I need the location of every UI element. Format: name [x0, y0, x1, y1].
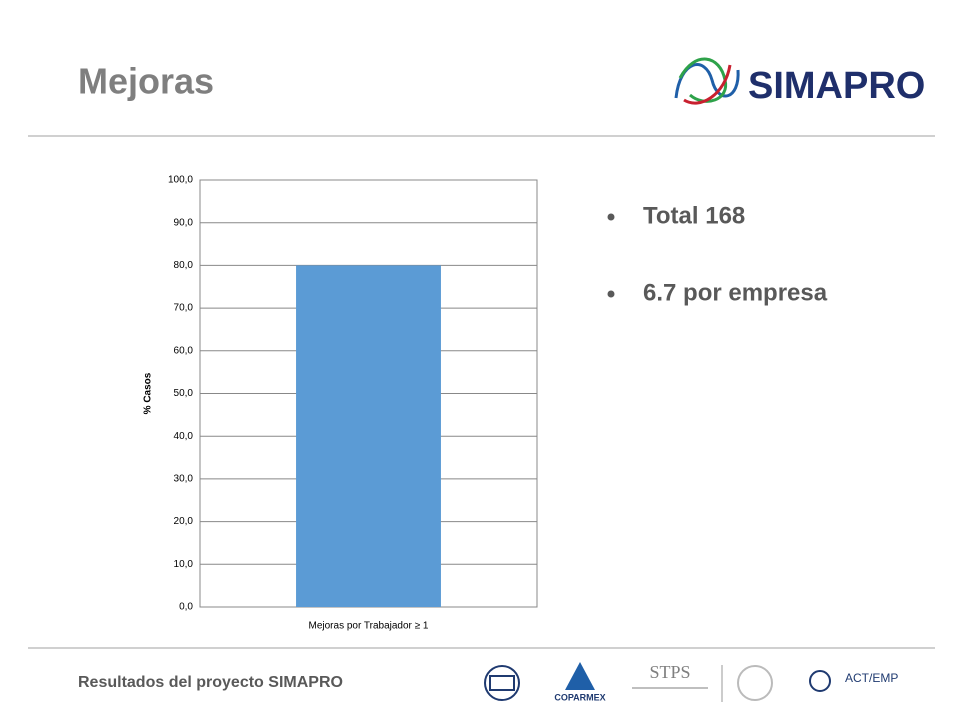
bullet-dot [607, 213, 615, 221]
bullet-dot [607, 290, 615, 298]
bullet: Total 168 [643, 202, 745, 229]
bullet: 6.7 por empresa [643, 279, 828, 306]
footer-text: Resultados del proyecto SIMAPRO [78, 674, 343, 691]
y-tick-label: 60,0 [174, 345, 194, 356]
slide-title: Mejoras [78, 61, 214, 102]
logo-text: SIMAPRO [748, 65, 925, 107]
footer-logo-text: COPARMEX [554, 692, 605, 702]
y-tick-label: 0,0 [179, 602, 193, 613]
bar [296, 265, 441, 607]
y-tick-label: 20,0 [174, 516, 194, 527]
y-tick-label: 10,0 [174, 559, 194, 570]
y-tick-label: 50,0 [174, 388, 194, 399]
y-tick-label: 90,0 [174, 217, 194, 228]
logo-icon [674, 57, 740, 105]
footer-logo-oit [484, 665, 520, 701]
y-tick-label: 100,0 [168, 175, 193, 186]
footer-logo-coparmex-icon [565, 662, 595, 690]
footer-logo-text: ACT/EMP [845, 671, 898, 685]
x-tick-label: Mejoras por Trabajador ≥ 1 [309, 621, 429, 632]
y-axis-label: % Casos [143, 372, 154, 414]
y-tick-label: 70,0 [174, 303, 194, 314]
y-tick-label: 80,0 [174, 260, 194, 271]
footer-logo-actemp-icon [809, 670, 831, 692]
footer-logo-text: STPS [649, 662, 690, 682]
footer-logo-seal [737, 665, 773, 701]
y-tick-label: 30,0 [174, 474, 194, 485]
y-tick-label: 40,0 [174, 431, 194, 442]
